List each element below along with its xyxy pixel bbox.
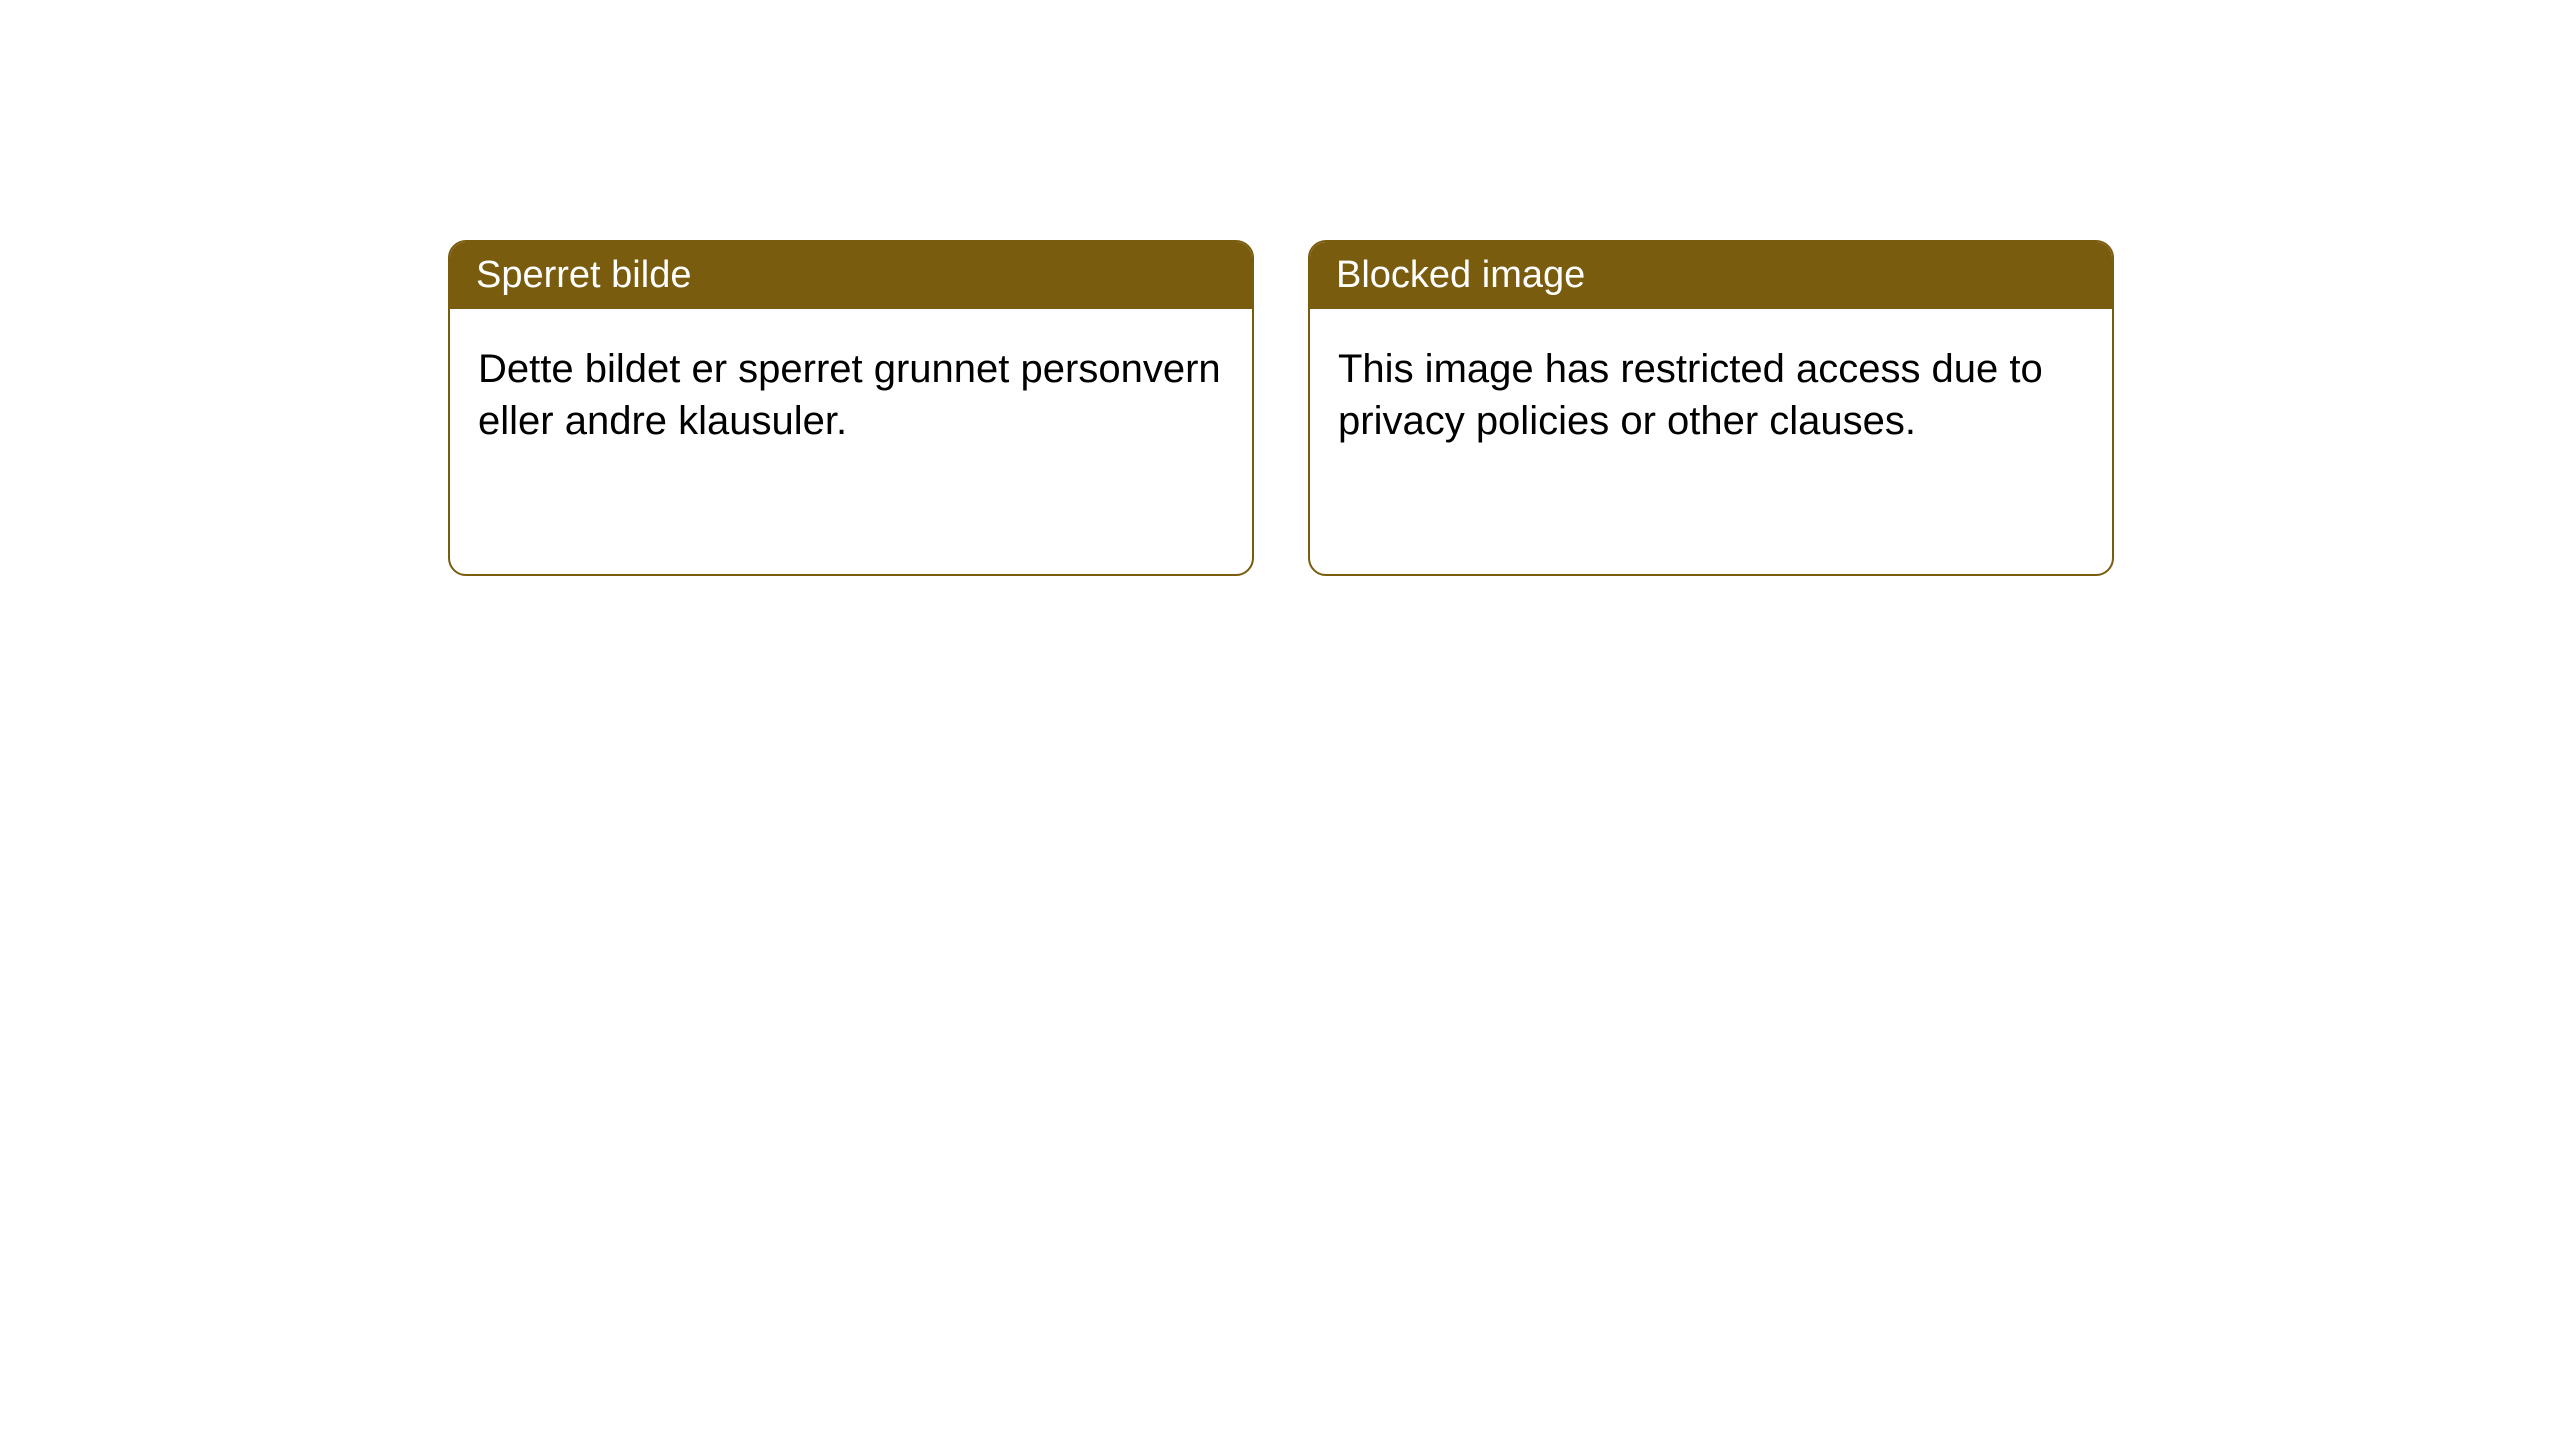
notice-card-norwegian: Sperret bilde Dette bildet er sperret gr…: [448, 240, 1254, 576]
notice-card-english: Blocked image This image has restricted …: [1308, 240, 2114, 576]
notice-card-header: Blocked image: [1310, 242, 2112, 309]
notice-title: Blocked image: [1336, 254, 1585, 296]
notice-body-text: Dette bildet er sperret grunnet personve…: [478, 347, 1221, 443]
notice-cards-container: Sperret bilde Dette bildet er sperret gr…: [448, 240, 2114, 576]
notice-title: Sperret bilde: [476, 254, 691, 296]
notice-card-body: Dette bildet er sperret grunnet personve…: [450, 309, 1252, 481]
notice-card-body: This image has restricted access due to …: [1310, 309, 2112, 481]
notice-card-header: Sperret bilde: [450, 242, 1252, 309]
notice-body-text: This image has restricted access due to …: [1338, 347, 2043, 443]
